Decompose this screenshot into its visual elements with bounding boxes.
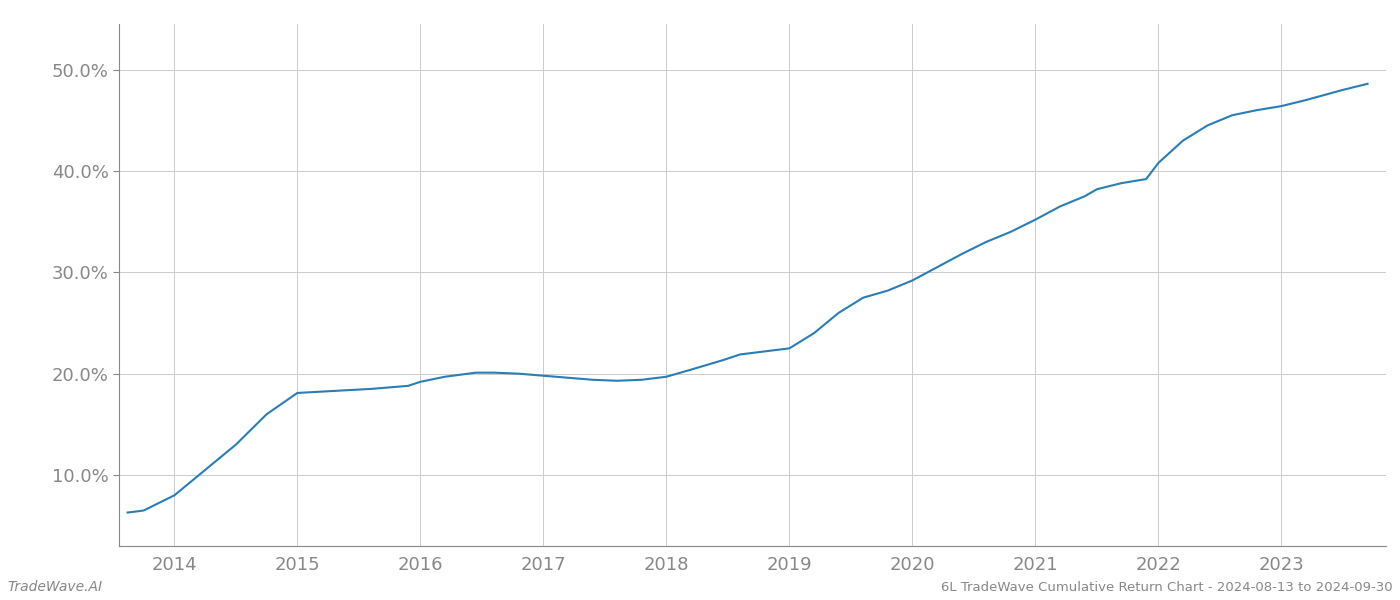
Text: TradeWave.AI: TradeWave.AI: [7, 580, 102, 594]
Text: 6L TradeWave Cumulative Return Chart - 2024-08-13 to 2024-09-30: 6L TradeWave Cumulative Return Chart - 2…: [941, 581, 1393, 594]
